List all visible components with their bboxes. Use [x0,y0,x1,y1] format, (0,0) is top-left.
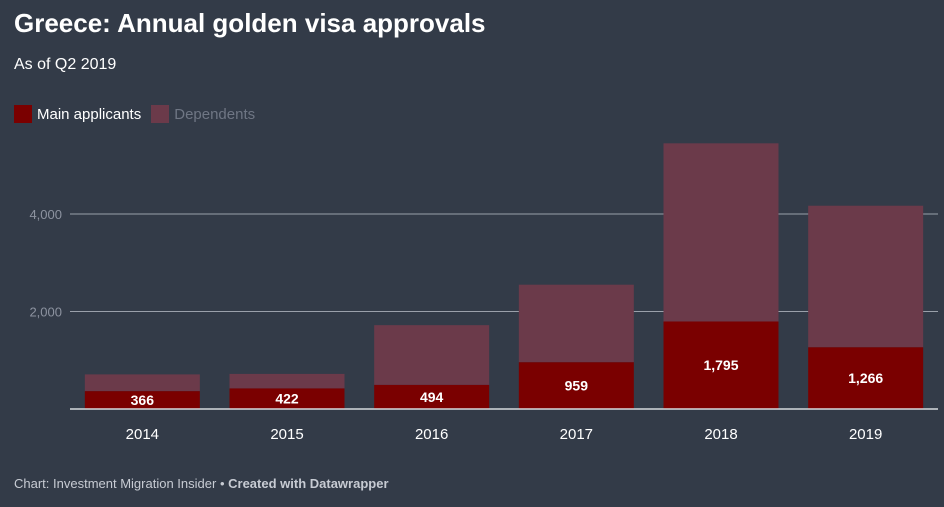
chart-footer: Chart: Investment Migration Insider • Cr… [14,476,389,491]
y-tick-label: 4,000 [29,207,62,222]
footer-separator: • [219,476,225,491]
bar-main-2015 [229,388,345,409]
bar-main-2019 [808,347,924,409]
bar-dependents-2017 [518,284,634,363]
bar-dependents-2014 [84,374,200,392]
bar-dependents-2018 [663,143,779,322]
bar-main-2014 [84,391,200,409]
chart-title: Greece: Annual golden visa approvals [14,8,486,38]
x-tick-label: 2016 [415,426,448,443]
x-tick-label: 2015 [270,426,303,443]
footer-credit: Created with Datawrapper [228,476,389,491]
data-label: 959 [565,378,589,394]
y-tick-label: 2,000 [29,305,62,320]
bar-dependents-2016 [374,325,490,385]
x-tick-label: 2018 [704,426,737,443]
legend-label-dependents: Dependents [174,105,256,123]
legend-swatch-main [14,105,32,123]
x-tick-label: 2017 [560,426,593,443]
data-label: 1,795 [703,357,738,373]
legend: Main applicants Dependents [14,105,265,123]
bar-main-2018 [663,321,779,409]
data-label: 1,266 [848,370,883,386]
bar-main-2017 [518,362,634,409]
bar-dependents-2019 [808,205,924,348]
legend-item-dependents: Dependents [151,105,255,123]
legend-item-main: Main applicants [14,105,141,123]
legend-swatch-dependents [151,105,170,123]
data-label: 422 [275,391,299,407]
bar-dependents-2015 [229,373,345,389]
bar-main-2016 [374,384,490,409]
chart-subtitle: As of Q2 2019 [14,56,117,73]
legend-label-main: Main applicants [37,105,142,123]
data-label: 366 [131,392,155,408]
footer-source: Chart: Investment Migration Insider [14,476,217,491]
data-label: 494 [420,389,444,405]
x-tick-label: 2014 [126,426,159,443]
x-tick-label: 2019 [849,426,882,443]
